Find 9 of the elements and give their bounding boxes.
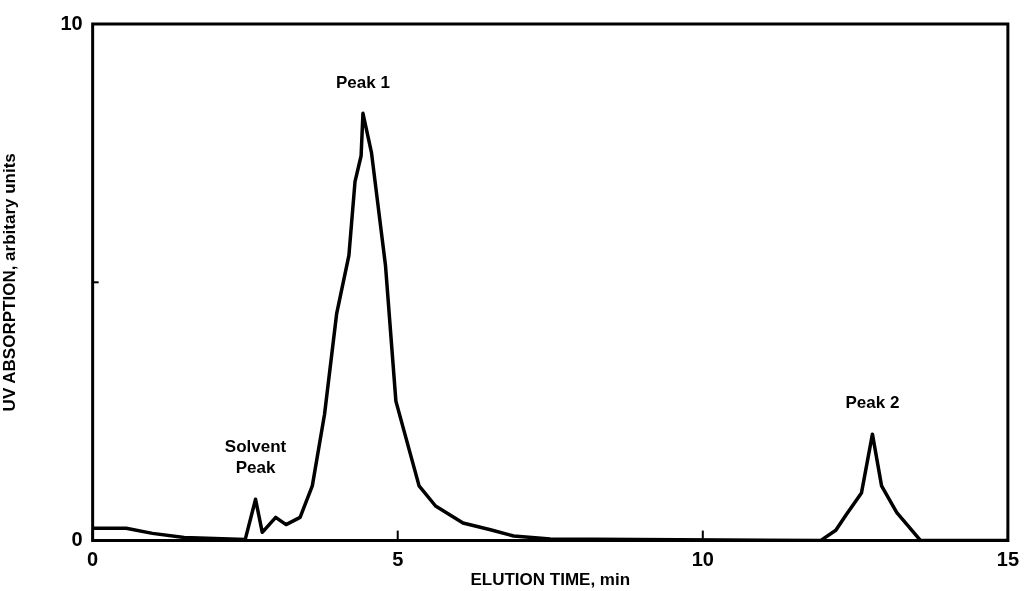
y-axis-title: UV ABSORPTION, arbitary units — [0, 153, 19, 412]
annotation: Peak 1 — [336, 72, 390, 92]
x-tick-label: 15 — [996, 548, 1019, 571]
x-tick-label: 5 — [392, 548, 404, 571]
x-axis-title: ELUTION TIME, min — [470, 570, 631, 590]
annotation: Peak 2 — [845, 393, 900, 413]
annotation: Solvent Peak — [224, 437, 287, 478]
x-tick-label: 10 — [691, 548, 714, 571]
x-tick-label: 0 — [87, 548, 99, 571]
